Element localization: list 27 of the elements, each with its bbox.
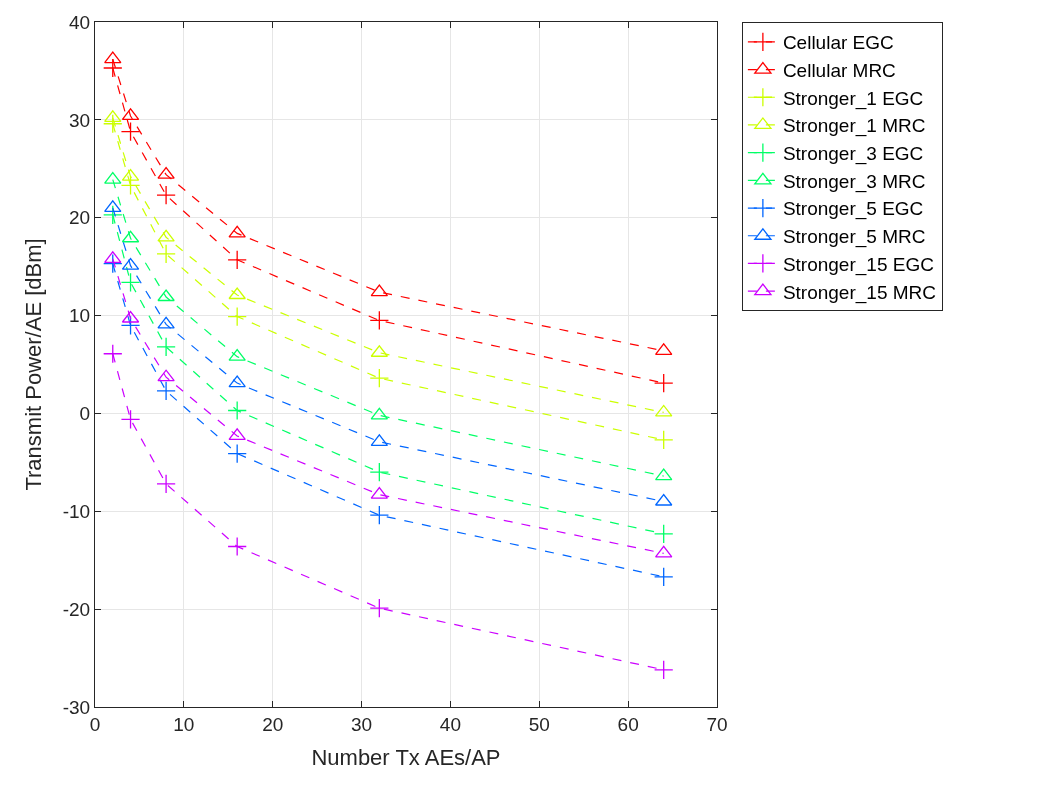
y-axis-title: Transmit Power/AE [dBm]: [20, 238, 46, 491]
x-tick-label: 40: [439, 713, 461, 735]
legend-label: Stronger_3 MRC: [782, 170, 926, 193]
x-tick-label: 30: [351, 713, 373, 735]
legend-label: Stronger_3 EGC: [782, 143, 924, 166]
y-tick-label: 10: [69, 305, 91, 327]
y-tick-label: 40: [69, 11, 91, 33]
legend-label: Cellular EGC: [782, 32, 894, 54]
y-tick-label: -30: [62, 696, 91, 718]
x-tick-label: 60: [617, 713, 639, 735]
x-tick-label: 70: [706, 713, 728, 735]
legend-label: Stronger_15 MRC: [782, 281, 937, 304]
y-tick-label: -10: [62, 500, 91, 522]
y-tick-label: -20: [62, 598, 91, 620]
y-tick-label: 30: [69, 109, 91, 131]
legend-label: Cellular MRC: [782, 59, 896, 81]
x-tick-label: 10: [173, 713, 195, 735]
x-tick-label: 20: [262, 713, 284, 735]
legend-label: Stronger_1 EGC: [782, 87, 924, 110]
y-tick-label: 0: [79, 403, 91, 425]
legend-label: Stronger_1 MRC: [782, 115, 926, 138]
legend-label: Stronger_5 MRC: [782, 226, 926, 249]
y-tick-label: 20: [69, 207, 91, 229]
legend-label: Stronger_5 EGC: [782, 198, 924, 221]
x-tick-label: 50: [528, 713, 550, 735]
x-axis-title: Number Tx AEs/AP: [311, 744, 501, 770]
legend-label: Stronger_15 EGC: [782, 253, 934, 276]
